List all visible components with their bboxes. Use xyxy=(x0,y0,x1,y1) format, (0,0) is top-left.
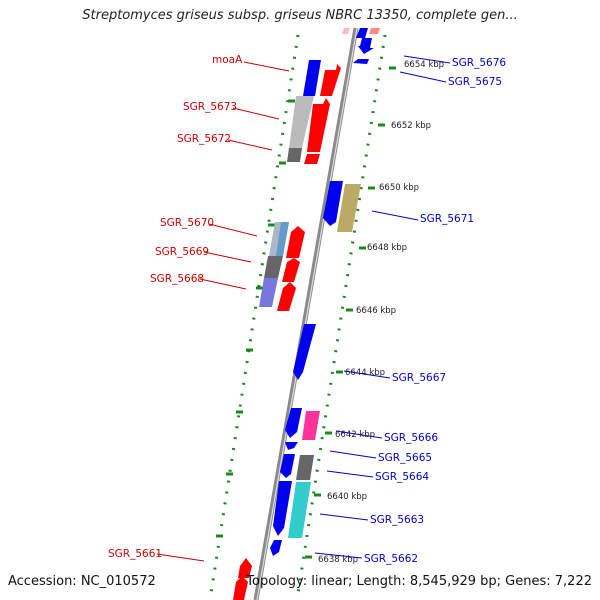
tick-label: 6650 kbp xyxy=(379,183,419,193)
topology-text: Topology: linear; Length: 8,545,929 bp; … xyxy=(246,574,592,589)
gene-arrow-moaA-blue[interactable] xyxy=(303,60,321,96)
gene-label-sgr-5669[interactable]: SGR_5669 xyxy=(155,246,209,258)
gene-arrow-top-blue[interactable] xyxy=(356,28,368,38)
gene-label-moaA[interactable]: moaA xyxy=(212,54,243,66)
gene-label-sgr-5671[interactable]: SGR_5671 xyxy=(420,213,474,225)
gene-arrow-5661[interactable] xyxy=(238,558,252,578)
tick-dashes xyxy=(216,66,396,559)
gene-label-sgr-5664[interactable]: SGR_5664 xyxy=(375,471,429,483)
gene-arrow-5665[interactable] xyxy=(285,442,298,450)
gene-arrow-5661b[interactable] xyxy=(233,576,248,600)
gene-block-5669[interactable] xyxy=(264,256,283,278)
gene-arrow-5670[interactable] xyxy=(286,226,305,258)
forward-connectors xyxy=(156,61,290,562)
gene-arrow-5673[interactable] xyxy=(307,98,330,152)
gene-arrow-5667[interactable] xyxy=(293,324,316,380)
accession-text: Accession: NC_010572 xyxy=(8,574,156,589)
gene-arrow-5671-blue[interactable] xyxy=(323,181,343,226)
gene-arrow-5676[interactable] xyxy=(358,38,374,54)
gene-arrow-5668[interactable] xyxy=(277,282,296,311)
gene-label-sgr-5663[interactable]: SGR_5663 xyxy=(370,514,424,526)
tick-label: 6652 kbp xyxy=(391,121,431,131)
gene-block-5671[interactable] xyxy=(337,184,361,232)
gene-arrow-5669[interactable] xyxy=(282,258,300,282)
gene-arrow-5666-blue[interactable] xyxy=(285,408,302,438)
gene-label-sgr-5665[interactable]: SGR_5665 xyxy=(378,452,432,464)
tick-label: 6644 kbp xyxy=(345,368,385,378)
gene-label-sgr-5675[interactable]: SGR_5675 xyxy=(448,76,502,88)
gene-arrow-5664-blue[interactable] xyxy=(280,454,295,478)
gene-label-sgr-5666[interactable]: SGR_5666 xyxy=(384,432,438,444)
gene-label-sgr-5670[interactable]: SGR_5670 xyxy=(160,217,214,229)
gene-label-sgr-5668[interactable]: SGR_5668 xyxy=(150,273,204,285)
gene-block-5666[interactable] xyxy=(302,411,320,440)
gene-block-5664[interactable] xyxy=(296,455,314,480)
gene-label-sgr-5661[interactable]: SGR_5661 xyxy=(108,548,162,560)
tick-label: 6654 kbp xyxy=(404,60,444,70)
gene-label-sgr-5662[interactable]: SGR_5662 xyxy=(364,553,418,565)
gene-block-5672[interactable] xyxy=(287,148,302,162)
gene-arrow-5662[interactable] xyxy=(270,540,282,556)
tick-label: 6648 kbp xyxy=(367,243,407,253)
gene-arrow-5663-blue[interactable] xyxy=(273,481,292,536)
gene-block-5673[interactable] xyxy=(289,96,314,148)
gene-block-5670-dark[interactable] xyxy=(276,222,289,256)
tick-label: 6640 kbp xyxy=(327,492,367,502)
tick-label: 6642 kbp xyxy=(335,430,375,440)
gene-arrow-top-light[interactable] xyxy=(342,28,350,34)
backbone-line xyxy=(253,27,359,600)
tick-label: 6638 kbp xyxy=(318,555,358,565)
gene-label-sgr-5673[interactable]: SGR_5673 xyxy=(183,101,237,113)
gene-arrow-top-pink[interactable] xyxy=(369,28,380,34)
tick-label: 6646 kbp xyxy=(356,306,396,316)
reverse-connectors xyxy=(314,55,451,559)
gene-arrow-5672[interactable] xyxy=(304,154,320,164)
gene-arrow-moaA[interactable] xyxy=(320,64,341,96)
backbone-highlight xyxy=(256,27,358,600)
gene-label-sgr-5676[interactable]: SGR_5676 xyxy=(452,57,506,69)
gene-label-sgr-5667[interactable]: SGR_5667 xyxy=(392,372,446,384)
gene-arrow-5675[interactable] xyxy=(353,59,369,64)
gene-label-sgr-5672[interactable]: SGR_5672 xyxy=(177,133,231,145)
gene-block-5663[interactable] xyxy=(288,482,311,538)
map-title: Streptomyces griseus subsp. griseus NBRC… xyxy=(82,8,518,23)
gene-block-5668[interactable] xyxy=(259,278,278,307)
